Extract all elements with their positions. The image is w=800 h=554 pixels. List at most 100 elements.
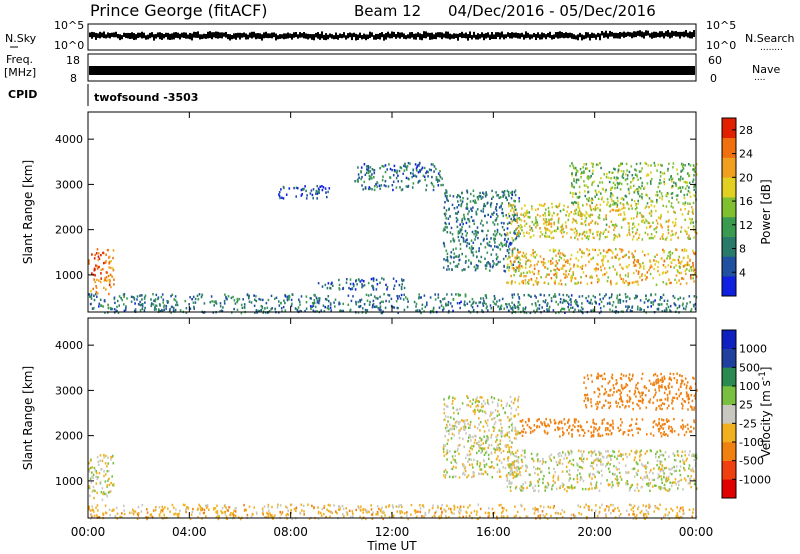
heatmap-cell [342,507,345,511]
heatmap-cell [508,248,511,251]
heatmap-cell [517,293,519,296]
heatmap-cell [496,446,498,449]
heatmap-cell [583,190,586,193]
heatmap-cell [461,200,464,203]
heatmap-cell [571,162,573,165]
heatmap-cell [463,473,466,476]
heatmap-cell [576,196,579,199]
heatmap-cell [434,298,437,301]
heatmap-cell [94,274,96,277]
heatmap-cell [544,227,547,231]
heatmap-cell [459,293,462,297]
heatmap-cell [611,454,613,457]
noise-sample [243,32,245,38]
heatmap-cell [595,267,597,270]
heatmap-cell [365,311,367,314]
heatmap-cell [446,258,449,262]
heatmap-cell [466,205,468,208]
heatmap-cell [575,257,577,260]
heatmap-cell [665,508,667,511]
heatmap-cell [155,304,158,308]
noise-sample [269,33,271,39]
heatmap-cell [478,449,480,453]
heatmap-cell [657,307,659,311]
heatmap-cell [538,304,541,307]
heatmap-cell [510,191,512,195]
heatmap-cell [418,164,420,167]
heatmap-cell [483,460,485,463]
heatmap-cell [482,196,484,199]
heatmap-cell [527,282,530,285]
noise-sample [571,33,573,39]
heatmap-cell [158,506,161,509]
heatmap-cell [571,185,574,188]
heatmap-cell [509,469,512,473]
heatmap-cell [646,194,649,197]
heatmap-cell [91,307,94,310]
heatmap-cell [567,261,569,264]
heatmap-cell [507,444,509,447]
heatmap-cell [653,205,656,208]
heatmap-cell [111,509,113,512]
heatmap-cell [250,515,253,518]
heatmap-cell [614,168,616,171]
heatmap-cell [325,191,327,194]
nave-marker: .... [754,73,765,83]
heatmap-cell [110,456,112,459]
heatmap-cell [552,474,555,477]
heatmap-cell [482,425,485,428]
heatmap-cell [281,196,283,199]
noise-sample [351,33,353,41]
heatmap-cell [597,222,599,226]
heatmap-cell [94,280,96,284]
heatmap-cell [389,167,392,171]
heatmap-cell [280,513,283,516]
heatmap-cell [519,262,521,265]
heatmap-cell [255,512,258,515]
heatmap-cell [560,228,563,231]
heatmap-cell [653,467,655,470]
heatmap-cell [96,295,98,298]
heatmap-cell [555,276,558,279]
heatmap-cell [567,205,569,209]
noise-sample [369,31,371,38]
heatmap-cell [565,299,568,303]
heatmap-cell [461,232,464,236]
heatmap-cell [514,426,517,429]
nave-tick-top: 60 [708,54,722,67]
heatmap-cell [493,262,495,265]
heatmap-cell [248,505,251,508]
heatmap-cell [275,296,278,299]
heatmap-cell [414,174,416,177]
heatmap-cell [392,514,395,518]
heatmap-cell [523,275,525,278]
heatmap-cell [639,459,641,462]
heatmap-cell [485,234,488,237]
heatmap-cell [473,474,475,478]
heatmap-cell [694,194,697,198]
heatmap-cell [187,507,190,510]
heatmap-cell [586,197,588,201]
heatmap-cell [445,209,448,212]
heatmap-cell [492,221,494,224]
heatmap-cell [655,227,657,230]
heatmap-cell [443,212,446,216]
heatmap-cell [539,215,541,218]
heatmap-cell [369,166,372,169]
heatmap-cell [443,474,445,477]
heatmap-cell [451,427,453,431]
heatmap-cell [216,513,219,517]
heatmap-cell [371,188,373,191]
heatmap-cell [88,470,91,473]
noise-sample [673,31,675,36]
heatmap-cell [670,507,672,510]
heatmap-cell [617,299,620,302]
heatmap-cell [564,283,567,286]
heatmap-cell [661,272,664,275]
noise-sample [477,33,479,40]
heatmap-cell [395,176,398,180]
heatmap-cell [392,188,394,192]
heatmap-cell [644,218,647,221]
heatmap-cell [95,264,97,267]
noise-sample [437,32,439,38]
